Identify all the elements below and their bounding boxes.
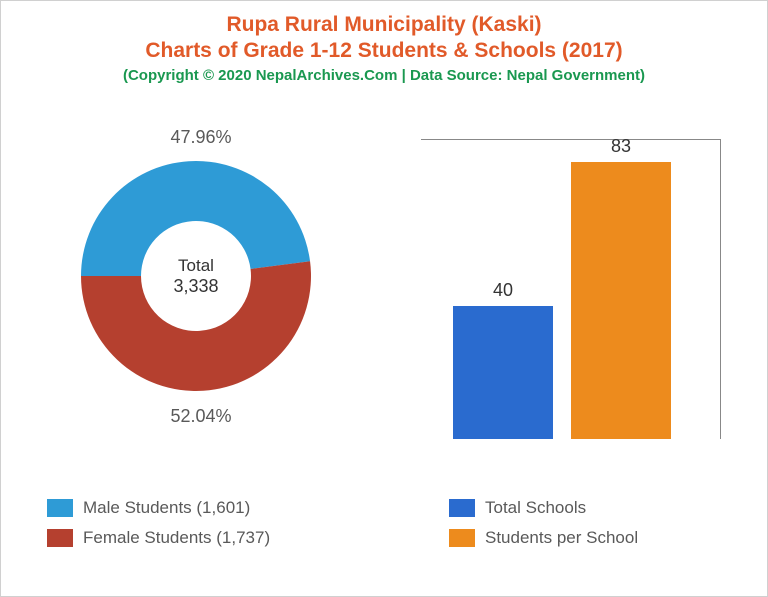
bar-plot: 4083 [421, 139, 721, 439]
title-line-1: Rupa Rural Municipality (Kaski) [1, 13, 767, 37]
legend-text: Total Schools [485, 498, 586, 518]
bar-students-per-school: 83 [571, 162, 671, 439]
legend-swatch [47, 529, 73, 547]
bar-label-students-per-school: 83 [571, 136, 671, 157]
legend-item: Students per School [449, 528, 638, 548]
donut-top-pct: 47.96% [31, 127, 371, 148]
title-line-2: Charts of Grade 1-12 Students & Schools … [1, 39, 767, 63]
legend-left: Male Students (1,601) Female Students (1,… [47, 498, 270, 558]
donut-slice-male [81, 161, 310, 276]
donut-slice-female [81, 261, 311, 391]
chart-header: Rupa Rural Municipality (Kaski) Charts o… [1, 1, 767, 84]
legend-text: Female Students (1,737) [83, 528, 270, 548]
bar-chart: 4083 [421, 119, 721, 439]
legend-area: Male Students (1,601) Female Students (1,… [1, 498, 768, 578]
legend-text: Students per School [485, 528, 638, 548]
legend-right: Total Schools Students per School [449, 498, 638, 558]
chart-area: 47.96% Total 3,338 52.04% 4083 [1, 101, 768, 501]
legend-swatch [47, 499, 73, 517]
donut-chart: 47.96% Total 3,338 52.04% [31, 121, 371, 461]
legend-item: Male Students (1,601) [47, 498, 270, 518]
legend-item: Total Schools [449, 498, 638, 518]
donut-bottom-pct: 52.04% [31, 406, 371, 427]
bar-total-schools: 40 [453, 306, 553, 439]
legend-text: Male Students (1,601) [83, 498, 250, 518]
legend-item: Female Students (1,737) [47, 528, 270, 548]
legend-swatch [449, 499, 475, 517]
bar-label-total-schools: 40 [453, 280, 553, 301]
subtitle: (Copyright © 2020 NepalArchives.Com | Da… [1, 67, 767, 84]
donut-svg [71, 151, 321, 401]
legend-swatch [449, 529, 475, 547]
